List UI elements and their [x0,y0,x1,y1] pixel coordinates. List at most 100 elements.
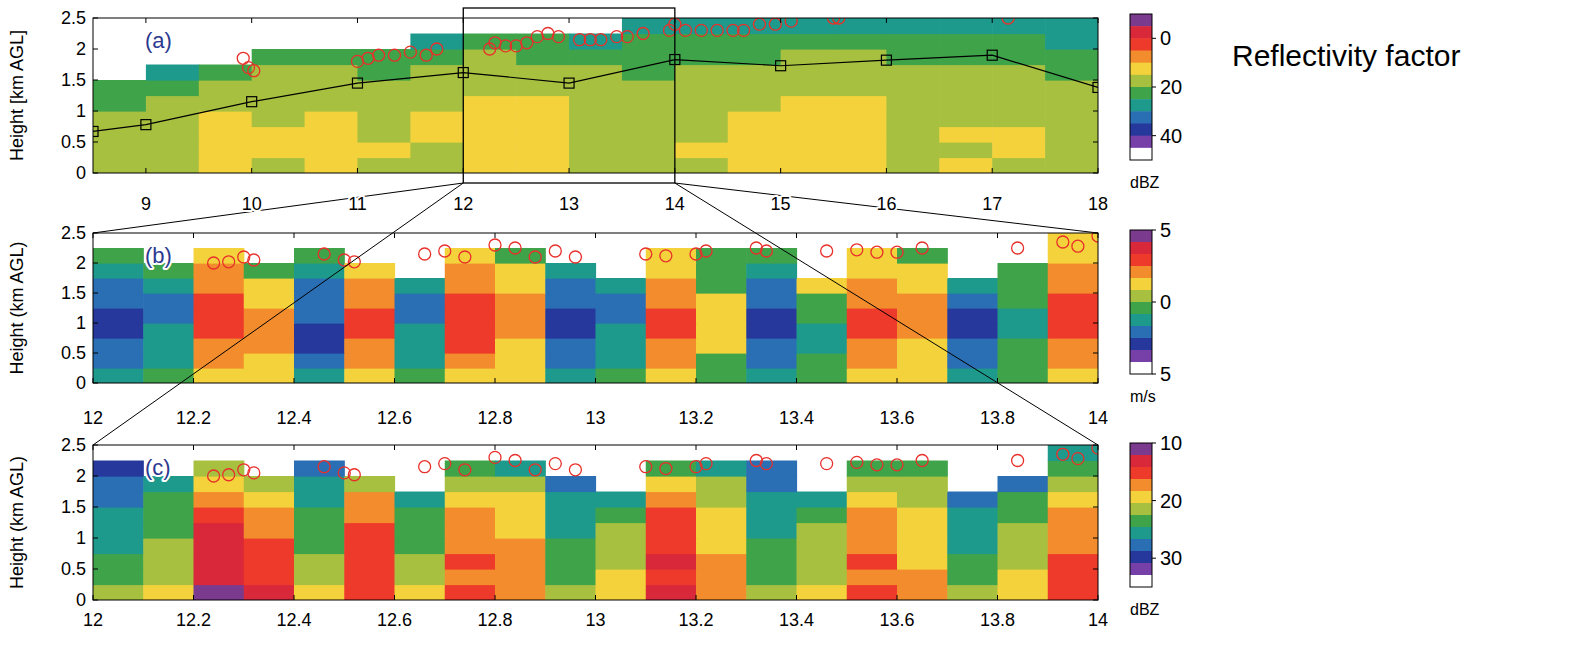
cloud-top-point [1057,448,1069,460]
heat-cell [998,538,1049,554]
y-tick-label: 0 [76,590,86,610]
heat-cell [646,368,697,383]
heat-cell [294,278,345,294]
colorbar-bin [1130,99,1152,112]
heat-cell [797,353,848,369]
heat-cell [847,368,898,383]
heat-cell [93,142,146,158]
heat-cell [344,368,395,383]
x-tick [294,233,295,238]
heat-cell [847,585,898,601]
heat-cell [675,96,728,112]
heat-cell [143,538,194,554]
heat-cell [897,308,948,324]
heat-cell [728,96,781,112]
x-tick [886,18,887,23]
heat-cell [143,569,194,585]
heat-cell [897,461,948,477]
cloud-top-point [871,246,883,258]
heat-cell [939,34,992,50]
heat-cell [143,523,194,539]
colorbar-bin [1130,63,1152,76]
heat-cell [646,338,697,354]
heat-cell [596,353,647,369]
zoom-line [675,183,1098,445]
heat-cell [445,476,496,492]
heat-cell [847,278,898,294]
colorbar-bin [1130,350,1152,363]
heat-cell [545,338,596,354]
plot-area [93,18,1098,173]
x-tick-label: 18 [1088,194,1108,214]
heat-cell [834,111,887,127]
heat-cell [344,554,395,570]
heat-cell [596,554,647,570]
heat-cell [445,507,496,523]
heat-cell [947,308,998,324]
heat-cell [939,158,992,174]
heat-cell [675,142,728,158]
heat-cell [495,538,546,554]
heat-cell [463,65,516,81]
heat-cell [622,80,675,96]
cloud-top-point [1012,242,1024,254]
x-tick [992,18,993,23]
heat-cell [344,293,395,309]
heat-cell [344,353,395,369]
heat-cell [545,308,596,324]
x-tick-label: 12 [83,610,103,630]
heat-cell [797,492,848,508]
heat-cell [545,492,596,508]
heat-cell [646,461,697,477]
cloud-top-point [640,248,652,260]
heat-cell [357,158,410,174]
heat-cell [1048,278,1098,294]
heat-cell [395,538,446,554]
heat-cell [146,80,199,96]
heat-cell [834,127,887,143]
heat-cell [516,158,569,174]
line-marker [881,55,891,65]
heat-cell [357,142,410,158]
heat-cell [847,293,898,309]
heat-cell [622,49,675,65]
heat-cell [445,569,496,585]
heat-cell [495,278,546,294]
heat-cell [252,127,305,143]
colorbar-bin [1130,575,1152,588]
heat-cell [199,158,252,174]
x-tick-label: 10 [242,194,262,214]
heat-cell [410,65,463,81]
x-tick-label: 12.8 [477,610,512,630]
x-tick [796,595,797,600]
heat-cell [344,476,395,492]
heat-cell [781,127,834,143]
heat-cell [463,111,516,127]
heat-cell [516,96,569,112]
heat-cell [646,523,697,539]
cloud-top-point [489,239,501,251]
heat-cell [395,368,446,383]
heat-cell [622,158,675,174]
y-tick [93,111,98,112]
heat-cell [947,323,998,339]
heat-cell [1045,18,1098,34]
heat-cell [194,507,245,523]
heat-cell [897,476,948,492]
line-marker [776,61,786,71]
cloud-top-point [891,459,903,471]
y-tick-label: 1 [76,313,86,333]
heat-cell [992,111,1045,127]
heat-cell [947,585,998,601]
x-tick-label: 12.4 [276,408,311,428]
heat-cell [746,569,797,585]
x-tick-label: 12.4 [276,610,311,630]
heat-cell [781,80,834,96]
heat-cell [646,248,697,264]
x-tick-label: 12.6 [377,408,412,428]
y-tick [1093,49,1098,50]
heat-cell [305,96,358,112]
heat-cell [294,461,345,477]
x-tick [193,378,194,383]
heat-cell [146,142,199,158]
